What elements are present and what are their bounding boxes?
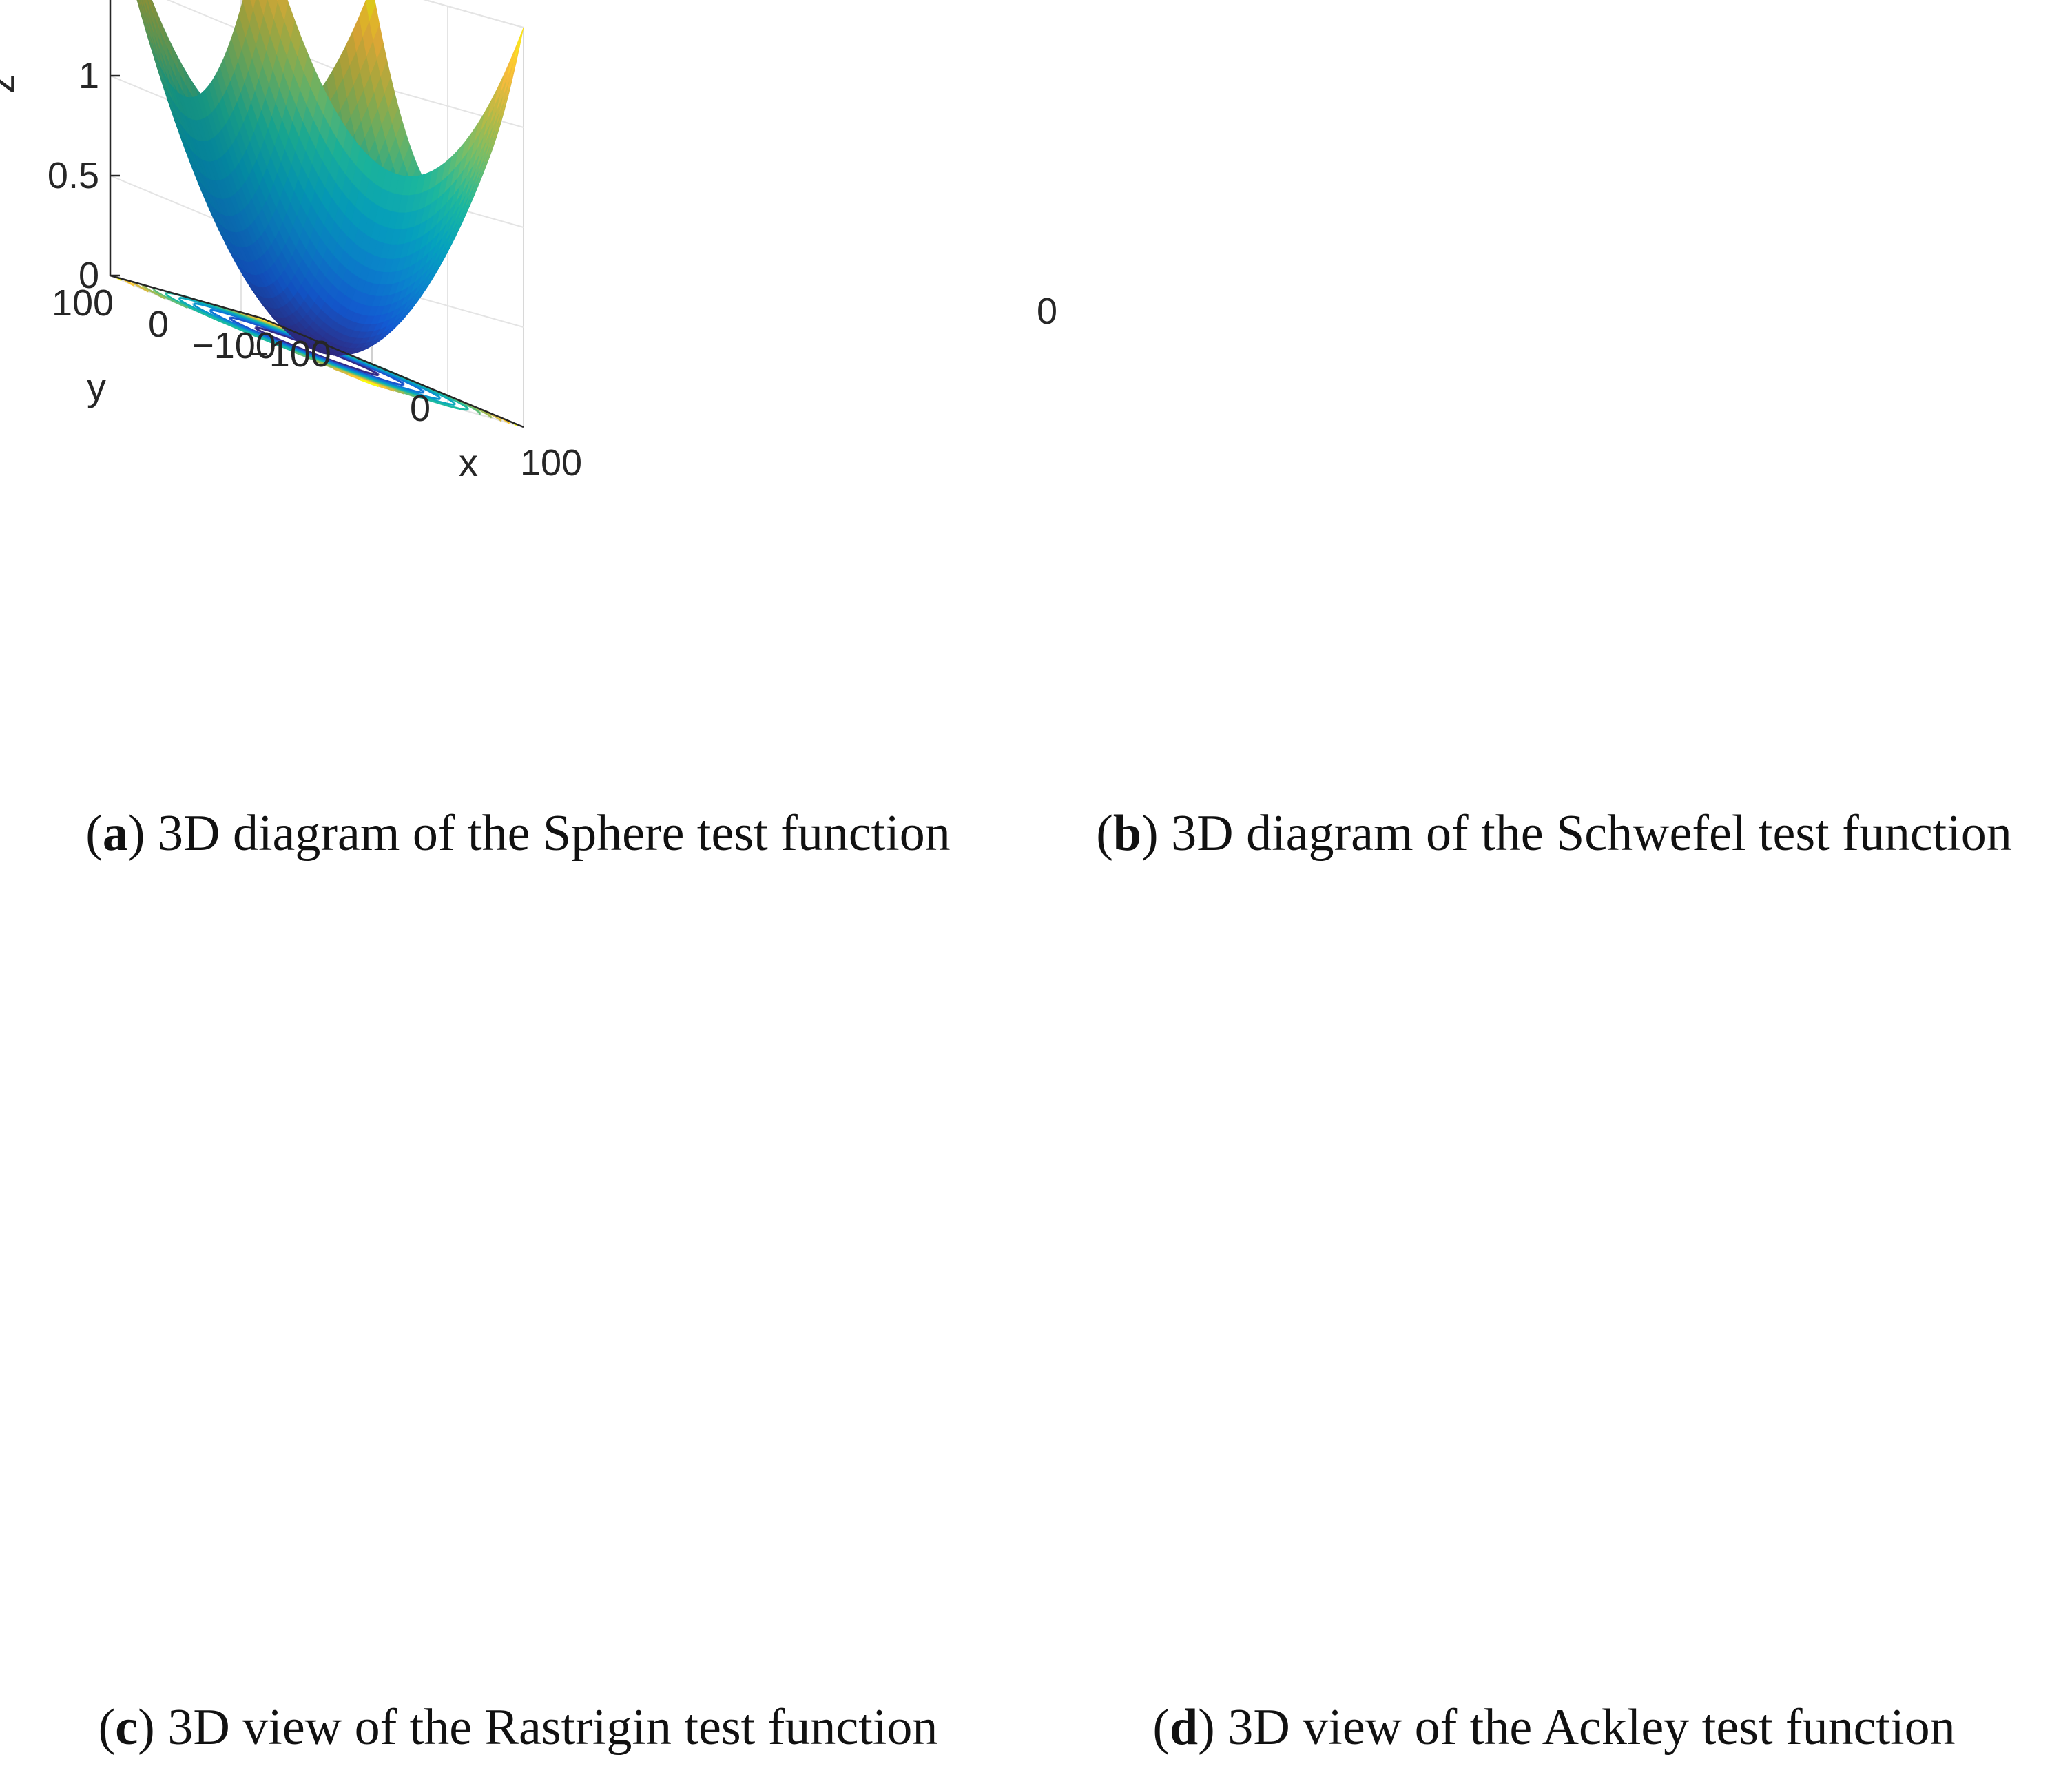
z-tick-label: 0 [79, 255, 99, 296]
surface-patch [250, 0, 256, 10]
x-tick-label: −100 [247, 333, 331, 375]
z-tick-label: 0.5 [48, 155, 99, 196]
x-tick-label: 100 [520, 442, 582, 484]
axis-labels: zyx×104 [0, 74, 478, 484]
rastrigin-panel: 02040608050−5−505zyx (c) 3D view of the … [0, 894, 1036, 1756]
y-tick-label: 0 [148, 304, 169, 345]
z-tick-label: 1 [79, 55, 99, 96]
schwefel-panel: 0500010,0001000−100−1000100zyx (b) 3D di… [1036, 0, 2072, 862]
y-tick-label: 100 [52, 282, 114, 324]
surface-patch [267, 0, 278, 19]
z-axis-label: z [0, 74, 22, 94]
y-axis-label: y [87, 365, 106, 408]
y-tick-label: −100 [192, 325, 276, 366]
surface-patch [277, 0, 289, 21]
x-axis-label: x [459, 441, 478, 484]
surface-patch [277, 0, 278, 2]
schwefel-caption: (b) 3D diagram of the Schwefel test func… [1096, 805, 2012, 862]
sphere-surface-plot: 00.511.521000−100−1000100zyx×104 [0, 0, 582, 484]
z-gridline [423, 0, 524, 28]
surface [136, 0, 524, 356]
x-tick-label: 100 [1036, 291, 1057, 332]
x-tick-label: 0 [410, 388, 431, 429]
x-axis-line [261, 317, 524, 428]
rastrigin-surface-plot: 02040608050−5−505zyx [96, 894, 468, 895]
surface-patch [258, 0, 267, 16]
sphere-caption: (a) 3D diagram of the Sphere test functi… [85, 805, 951, 862]
schwefel-surface-plot: 0500010,0001000−100−1000100zyx [1036, 291, 1057, 332]
y-axis-line [110, 274, 262, 320]
sphere-panel: 00.511.521000−100−1000100zyx×104 (a) 3D … [0, 0, 1036, 862]
